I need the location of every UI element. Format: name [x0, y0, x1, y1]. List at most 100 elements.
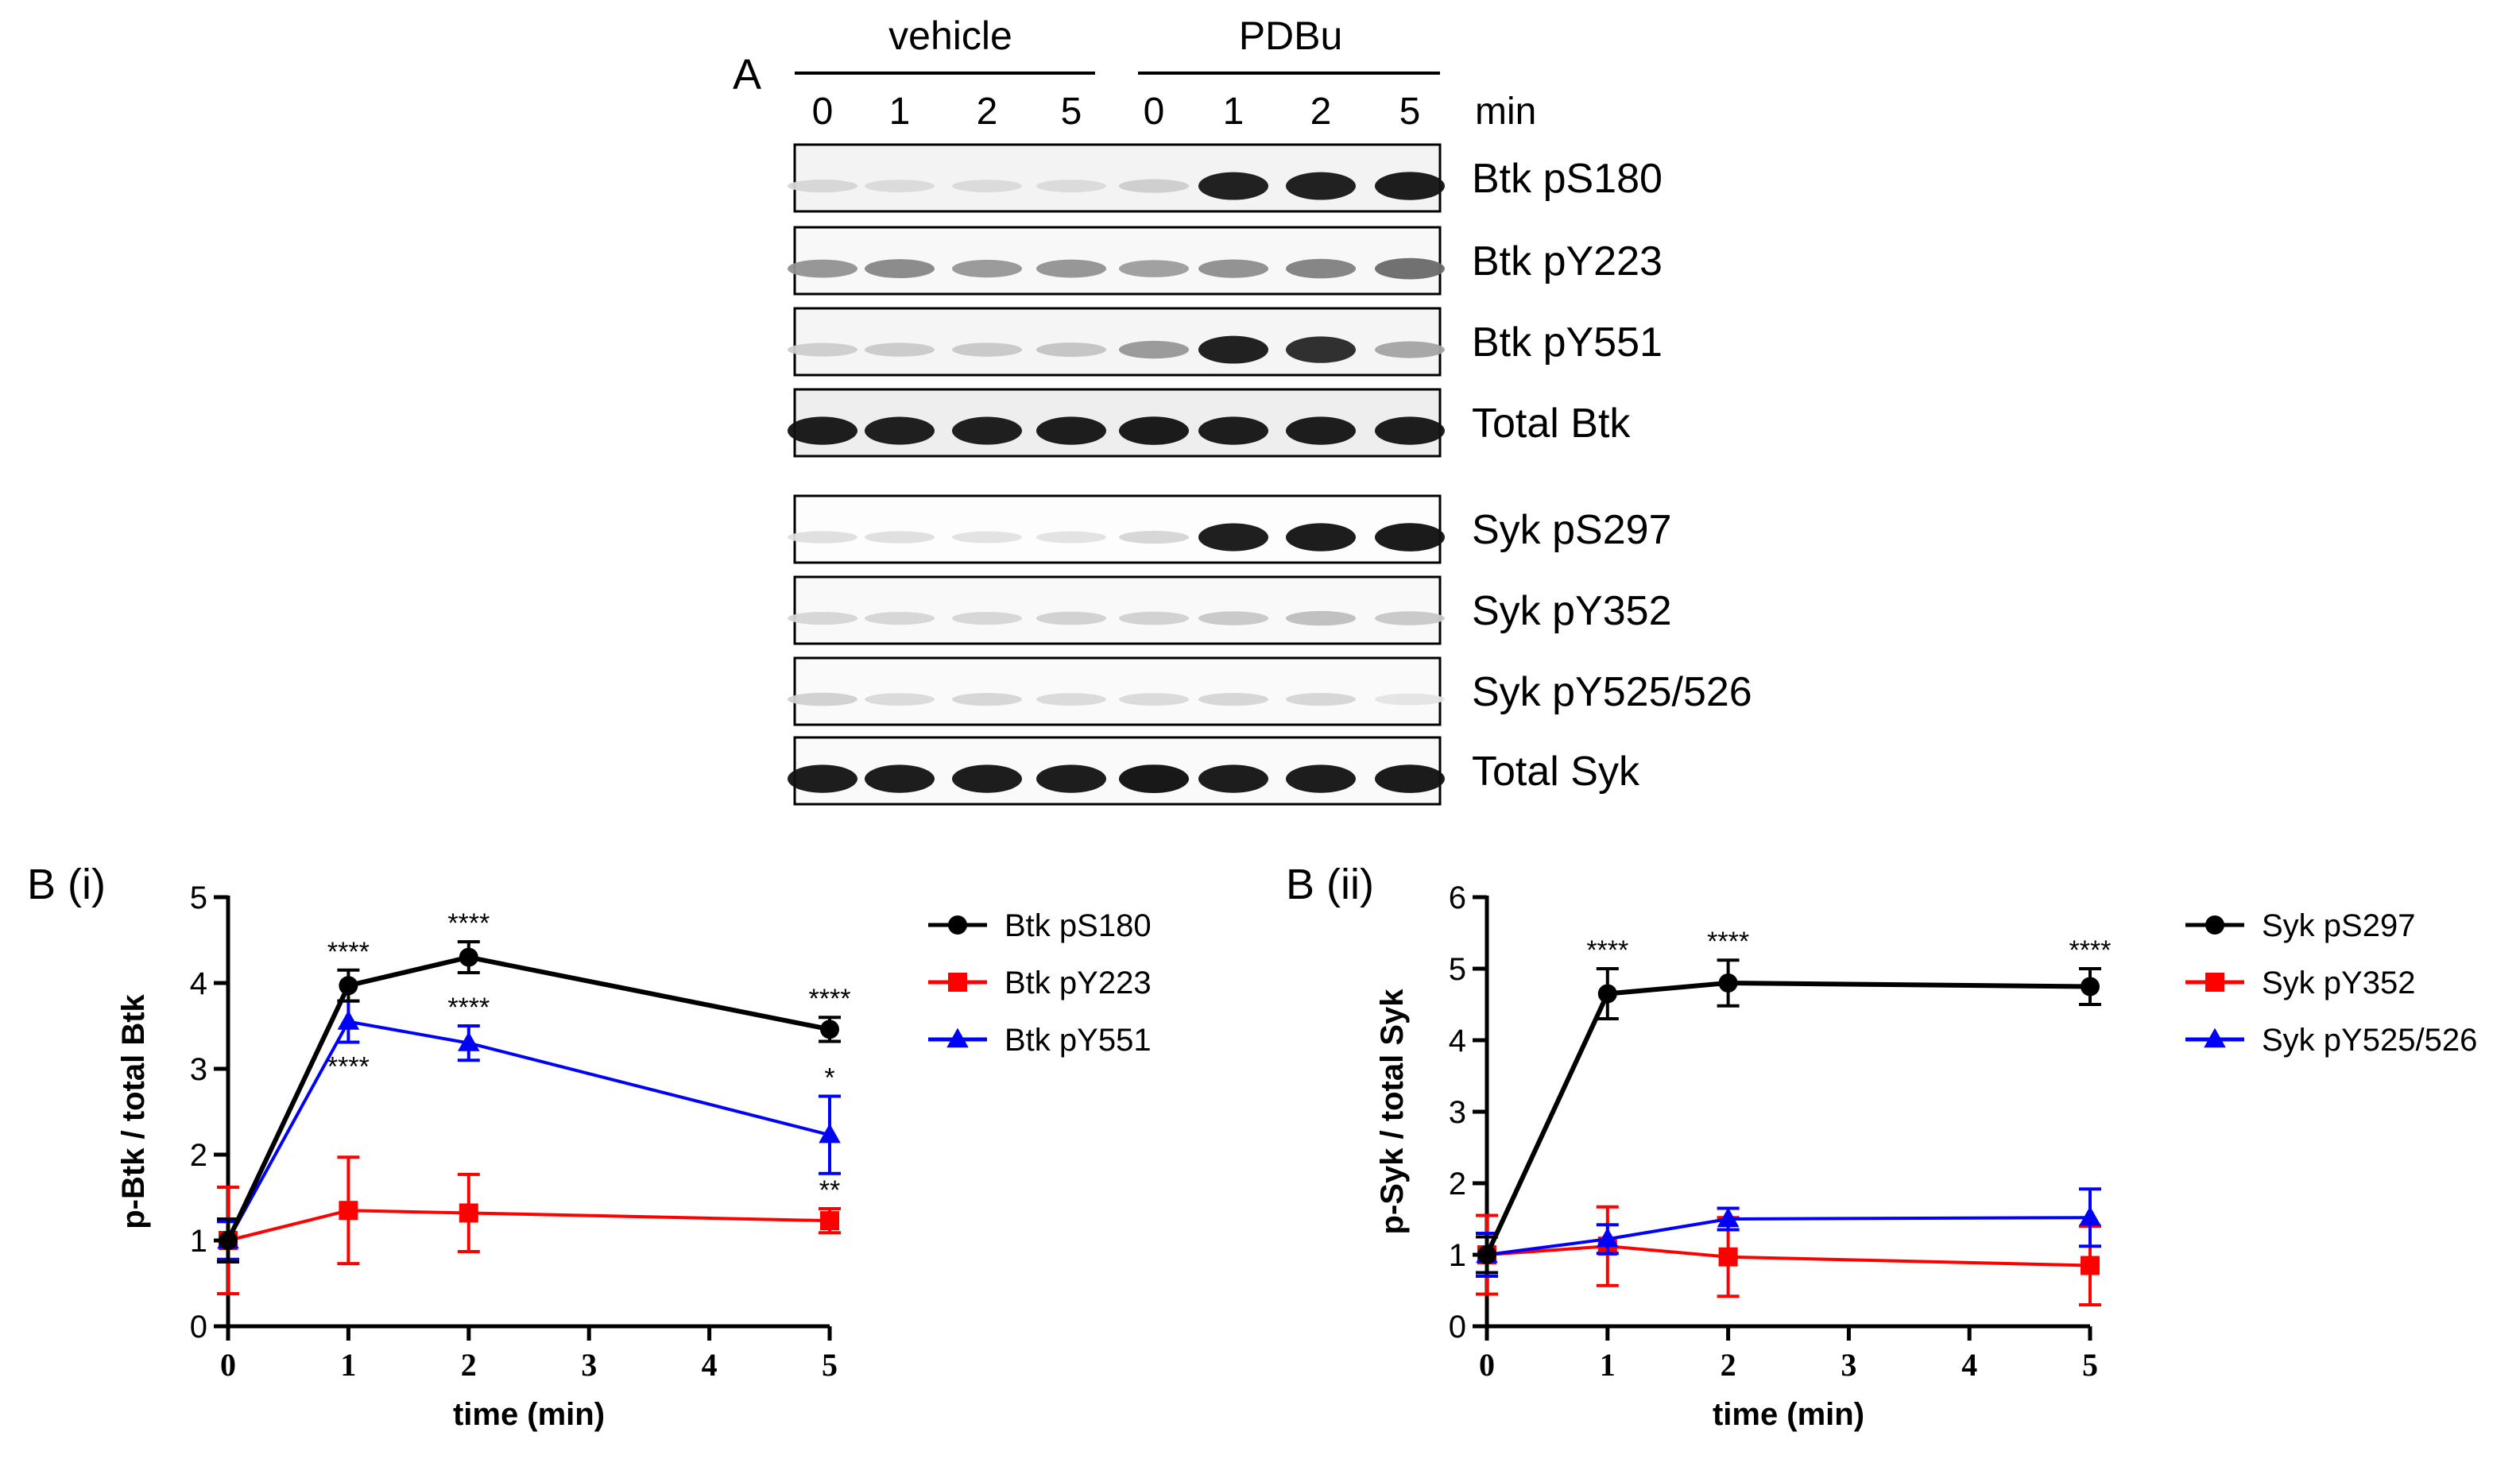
blot-band — [1119, 340, 1189, 359]
y-tick-label: 0 — [1449, 1310, 1466, 1345]
blot-band — [788, 692, 857, 706]
blot-band — [1198, 611, 1268, 625]
blot-band — [1036, 180, 1106, 192]
blot-band — [865, 531, 935, 544]
legend-item: Btk pY223 — [928, 966, 1152, 1000]
series-line — [226, 1020, 830, 1241]
blot-band — [1286, 523, 1356, 551]
blot-band — [1375, 172, 1445, 200]
blot-band — [1375, 523, 1445, 551]
blot-band — [1119, 611, 1189, 625]
data-point — [458, 1031, 480, 1051]
y-tick-label: 5 — [190, 880, 207, 915]
blot-band — [952, 180, 1022, 192]
series-line — [1486, 1244, 2091, 1267]
blot-band — [788, 179, 857, 193]
data-point — [1597, 984, 1617, 1004]
blot-band — [1119, 764, 1189, 793]
legend-marker — [948, 915, 967, 935]
x-tick-label: 1 — [1600, 1347, 1616, 1383]
lane-time-label: 2 — [1310, 91, 1332, 133]
blot-label: Total Syk — [1472, 749, 1640, 795]
data-point — [1718, 973, 1738, 993]
blot-band — [1198, 259, 1268, 278]
data-point — [1597, 1227, 1619, 1248]
x-tick-label: 1 — [340, 1347, 356, 1383]
y-tick-label: 5 — [1449, 952, 1466, 987]
series-btk-py551: ********* — [217, 993, 841, 1261]
x-tick-label: 4 — [1961, 1347, 1977, 1383]
legend-item: Syk pS297 — [2185, 908, 2415, 943]
panel-b-i-chart: B (i) 0 1 2 3 4 5 0 1 2 3 4 5 time (min) p-Btk / total… — [27, 861, 1152, 1432]
data-point — [1477, 1245, 1496, 1264]
legend-item: Syk pY525/526 — [2185, 1023, 2477, 1058]
blot-band — [1119, 530, 1189, 544]
legend-label: Btk pY551 — [1005, 1023, 1152, 1058]
series-line — [1486, 1216, 2091, 1256]
data-point — [339, 1201, 358, 1221]
blot-band — [1036, 259, 1106, 278]
legend-marker — [2205, 915, 2224, 935]
significance-label: **** — [1707, 927, 1749, 957]
blot-band — [865, 764, 935, 793]
panel-a-label: A — [733, 51, 761, 99]
x-tick-label: 3 — [581, 1347, 597, 1383]
blot-strip — [793, 656, 1442, 726]
x-tick-label: 4 — [702, 1347, 718, 1383]
data-point — [337, 1010, 360, 1030]
blot-band — [1198, 523, 1268, 551]
lane-time-label: 1 — [889, 91, 911, 133]
group-label-vehicle: vehicle — [888, 14, 1012, 58]
legend-label: Btk pS180 — [1005, 908, 1152, 943]
blot-band — [788, 259, 857, 278]
legend-marker — [2204, 1027, 2226, 1048]
data-point — [459, 947, 478, 967]
data-point — [820, 1211, 839, 1231]
blot-band — [1119, 179, 1189, 193]
data-point — [2081, 977, 2100, 997]
x-tick-label: 2 — [1721, 1347, 1736, 1383]
blot-band — [1198, 172, 1268, 200]
data-point — [1718, 1247, 1738, 1267]
legend-label: Syk pY352 — [2262, 966, 2415, 1000]
lane-time-label: 5 — [1061, 91, 1082, 133]
data-point — [2079, 1206, 2101, 1226]
blot-band — [1375, 341, 1445, 358]
data-point — [819, 1123, 841, 1144]
blot-band — [1286, 692, 1356, 706]
significance-label: * — [824, 1063, 834, 1093]
x-axis-title: time (min) — [1713, 1397, 1864, 1432]
blot-label: Syk pS297 — [1472, 507, 1672, 553]
blot-band — [1286, 336, 1356, 363]
y-tick-label: 4 — [1449, 1024, 1466, 1058]
x-tick-label: 0 — [1479, 1347, 1495, 1383]
blot-band — [1198, 335, 1268, 364]
series-btk-ps180: **** **** **** — [217, 908, 851, 1264]
data-point — [459, 1203, 478, 1223]
blot-band — [952, 342, 1022, 357]
blot-band — [1286, 764, 1356, 793]
panel-a-western-blot: A vehicle PDBu 0 1 2 5 0 1 2 5 min Btk p… — [733, 14, 1752, 806]
y-tick-label: 1 — [1449, 1238, 1466, 1273]
data-point — [219, 1231, 238, 1250]
blot-band — [1286, 172, 1356, 200]
group-label-pdbu: PDBu — [1239, 14, 1343, 58]
y-tick-label: 2 — [1449, 1167, 1466, 1202]
significance-label: **** — [327, 1052, 370, 1082]
y-tick-label: 4 — [190, 966, 207, 1001]
series-syk-py352 — [1476, 1205, 2101, 1306]
significance-label: **** — [809, 984, 851, 1014]
x-tick-label: 5 — [822, 1347, 838, 1383]
x-tick-label: 0 — [220, 1347, 236, 1383]
x-tick-label: 2 — [461, 1347, 477, 1383]
blot-band — [1198, 416, 1268, 445]
lane-time-label: 2 — [977, 91, 998, 133]
blot-band — [1119, 693, 1189, 706]
blot-band — [1119, 260, 1189, 277]
blot-band — [865, 342, 935, 357]
blot-band — [1375, 416, 1445, 445]
blot-band — [952, 764, 1022, 793]
lane-time-label: 1 — [1223, 91, 1245, 133]
blot-band — [1286, 416, 1356, 445]
data-point — [820, 1020, 839, 1039]
